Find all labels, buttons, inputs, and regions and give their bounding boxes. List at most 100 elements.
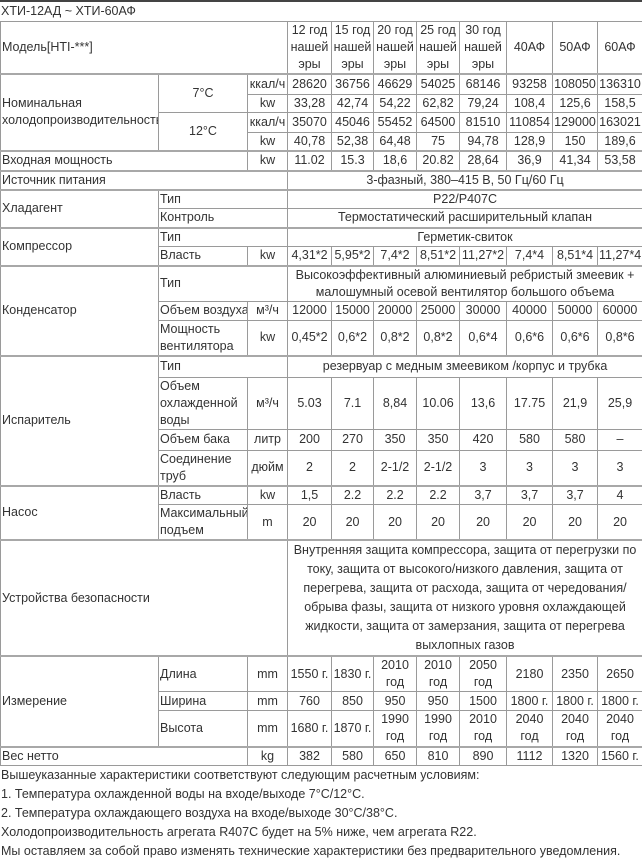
unit: kw [248,94,288,112]
unit: ккал/ч [248,74,288,94]
value-cell: 1500 [460,692,507,711]
value-cell: 12000 [288,301,332,320]
value-cell: 108,4 [507,94,553,112]
value-cell: 3 [460,450,507,486]
value-cell: 1112 [507,747,553,766]
value-cell: 580 [553,429,598,450]
value-cell: 950 [417,692,460,711]
value-cell: 1800 г. [598,692,642,711]
value-cell: 0,8*2 [417,320,460,356]
sub-label: Максимальный подъем [159,505,248,541]
value-cell: 28,64 [460,151,507,171]
value-cell: 20 [417,505,460,541]
value-cell: 20.82 [417,151,460,171]
value-cell: 1830 г. [332,656,374,692]
note-line: Вышеуказанные характеристики соответству… [0,766,642,785]
value-cell: 2.2 [332,486,374,505]
evaporator-type: резервуар с медным змеевиком /корпус и т… [288,356,642,377]
value-cell: 60000 [598,301,642,320]
value-cell: 3,7 [460,486,507,505]
evaporator-label: Испаритель [1,356,159,486]
value-cell: 2650 [598,656,642,692]
value-cell: 40,78 [288,132,332,151]
value-cell: 50АФ [553,22,598,75]
value-cell: 150 [553,132,598,151]
sub-label: Власть [159,247,248,266]
value-cell: 25 год нашей эры [417,22,460,75]
value-cell: 30000 [460,301,507,320]
value-cell: 5,95*2 [332,247,374,266]
value-cell: 41,34 [553,151,598,171]
page-title: ХТИ-12АД ~ ХТИ-60АФ [0,2,642,21]
note-line: Холодопроизводительность агрегата R407C … [0,823,642,842]
value-cell: 0,6*4 [460,320,507,356]
value-cell: 3 [553,450,598,486]
value-cell: 75 [417,132,460,151]
value-cell: 13,6 [460,377,507,429]
safety-label: Устройства безопасности [1,540,288,656]
value-cell: 20 [288,505,332,541]
value-cell: 4,31*2 [288,247,332,266]
value-cell: 2-1/2 [374,450,417,486]
value-cell: – [598,429,642,450]
dimensions-label: Измерение [1,656,159,747]
unit: mm [248,692,288,711]
value-cell: 20 [332,505,374,541]
value-cell: 950 [374,692,417,711]
value-cell: 0,8*2 [374,320,417,356]
value-cell: 350 [374,429,417,450]
value-cell: 2040 год [598,711,642,747]
sub-label: Длина [159,656,248,692]
value-cell: 3,7 [507,486,553,505]
value-cell: 64500 [417,112,460,132]
unit: kw [248,247,288,266]
value-cell: 35070 [288,112,332,132]
sub-label: Высота [159,711,248,747]
refrigerant-label: Хладагент [1,190,159,228]
value-cell: 125,6 [553,94,598,112]
refrigerant-control: Термостатический расширительный клапан [288,209,642,228]
value-cell: 2050 год [460,656,507,692]
unit: mm [248,711,288,747]
value-cell: 1550 г. [288,656,332,692]
value-cell: 20 [460,505,507,541]
value-cell: 2010 год [460,711,507,747]
condenser-type: Высокоэффективный алюминиевый ребристый … [288,266,642,302]
value-cell: 3,7 [553,486,598,505]
value-cell: 1,5 [288,486,332,505]
value-cell: 20000 [374,301,417,320]
value-cell: 11,27*4 [598,247,642,266]
value-cell: 1800 г. [553,692,598,711]
value-cell: 580 [507,429,553,450]
value-cell: 36,9 [507,151,553,171]
sub-label: Ширина [159,692,248,711]
unit: м³/ч [248,301,288,320]
value-cell: 1680 г. [288,711,332,747]
value-cell: 28620 [288,74,332,94]
condenser-label: Конденсатор [1,266,159,357]
sub-label: Тип [159,228,288,247]
value-cell: 650 [374,747,417,766]
value-cell: 8,51*4 [553,247,598,266]
value-cell: 1990 год [374,711,417,747]
value-cell: 4 [598,486,642,505]
value-cell: 0,6*6 [507,320,553,356]
value-cell: 2.2 [417,486,460,505]
value-cell: 68146 [460,74,507,94]
value-cell: 2.2 [374,486,417,505]
value-cell: 11,27*2 [460,247,507,266]
value-cell: 81510 [460,112,507,132]
sub-label: Власть [159,486,248,505]
value-cell: 1800 г. [507,692,553,711]
value-cell: 10.06 [417,377,460,429]
value-cell: 17.75 [507,377,553,429]
value-cell: 21,9 [553,377,598,429]
input-power-label: Входная мощность [1,151,248,171]
